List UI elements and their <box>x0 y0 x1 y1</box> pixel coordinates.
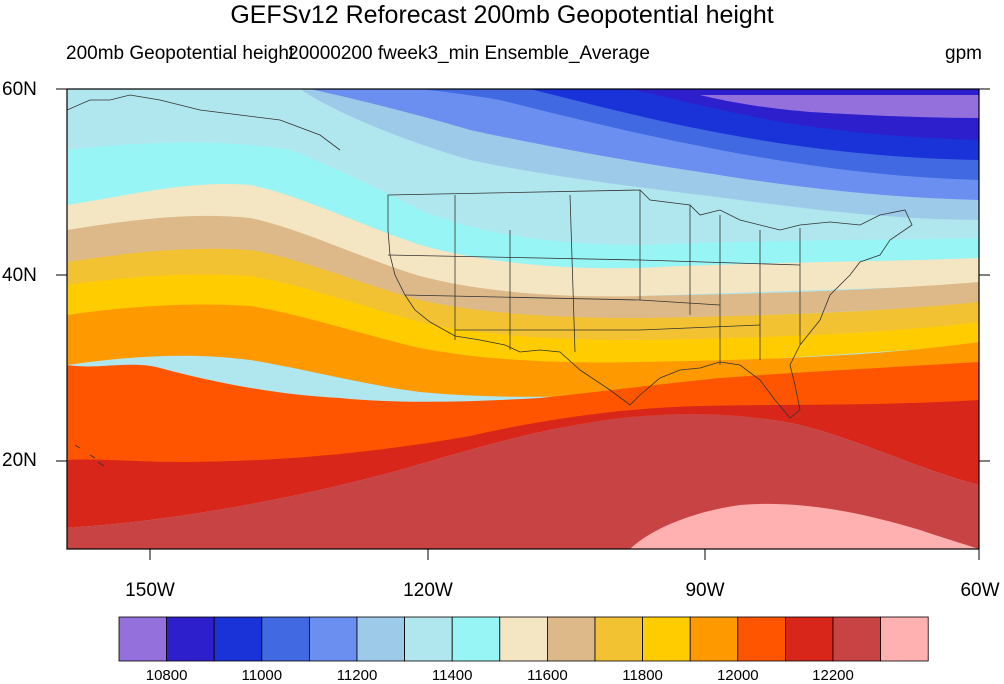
colorbar-cell <box>451 616 501 662</box>
colorbar-cell <box>118 616 167 662</box>
lat-label-60n: 60N <box>2 79 37 100</box>
colorbar-cell <box>785 616 834 662</box>
colorbar-label: 12200 <box>812 667 854 684</box>
subtitle-left: 200mb Geopotential height <box>66 43 295 64</box>
colorbar-cell <box>737 616 786 662</box>
band-red <box>67 400 979 528</box>
colorbar-cell <box>832 616 881 662</box>
colorbar-cell <box>594 616 643 662</box>
band-aqua <box>67 142 979 269</box>
subtitle-units: gpm <box>945 43 982 64</box>
band-gold <box>67 248 979 347</box>
colorbar-label: 12000 <box>716 667 759 684</box>
colorbar-cell <box>213 616 263 662</box>
band-tan <box>67 215 979 321</box>
band-redorange <box>67 362 979 472</box>
colorbar-label: 10800 <box>145 667 188 684</box>
lat-label-20n: 20N <box>2 450 37 471</box>
lon-label-120w: 120W <box>403 580 453 601</box>
colorbar-label: 11400 <box>431 667 473 684</box>
colorbar-cell <box>689 616 739 662</box>
lat-label-40n: 40N <box>2 265 37 286</box>
colorbar-cell <box>261 616 310 662</box>
chart-title: GEFSv12 Reforecast 200mb Geopotential he… <box>230 1 774 29</box>
band-cyan-low <box>67 89 979 245</box>
colorbar-cell <box>166 616 215 662</box>
colorbar-label: 11000 <box>241 667 283 684</box>
colorbar-cell <box>642 616 691 662</box>
band-purple <box>700 95 979 118</box>
lon-label-90w: 90W <box>685 580 725 601</box>
ticks <box>56 88 990 560</box>
band-yellow <box>67 274 979 371</box>
lon-label-60w: 60W <box>960 580 1000 601</box>
colorbar-cell <box>547 616 596 662</box>
colorbar-cell <box>499 616 548 662</box>
colorbar-cell <box>880 616 929 662</box>
lon-label-150w: 150W <box>125 580 175 601</box>
boundaries <box>67 94 913 467</box>
colorbar-cell <box>356 616 405 662</box>
colorbar-label: 11800 <box>622 667 663 684</box>
plot-frame <box>66 88 980 550</box>
subtitle-center: 20000200 fweek3_min Ensemble_Average <box>288 43 650 64</box>
colorbar-label: 11200 <box>336 667 378 684</box>
band-wheat <box>67 184 979 299</box>
colorbar-cell <box>404 616 453 662</box>
colorbar-cell <box>308 616 358 662</box>
band-pink <box>630 503 979 549</box>
colorbar-label: 11600 <box>527 667 568 684</box>
